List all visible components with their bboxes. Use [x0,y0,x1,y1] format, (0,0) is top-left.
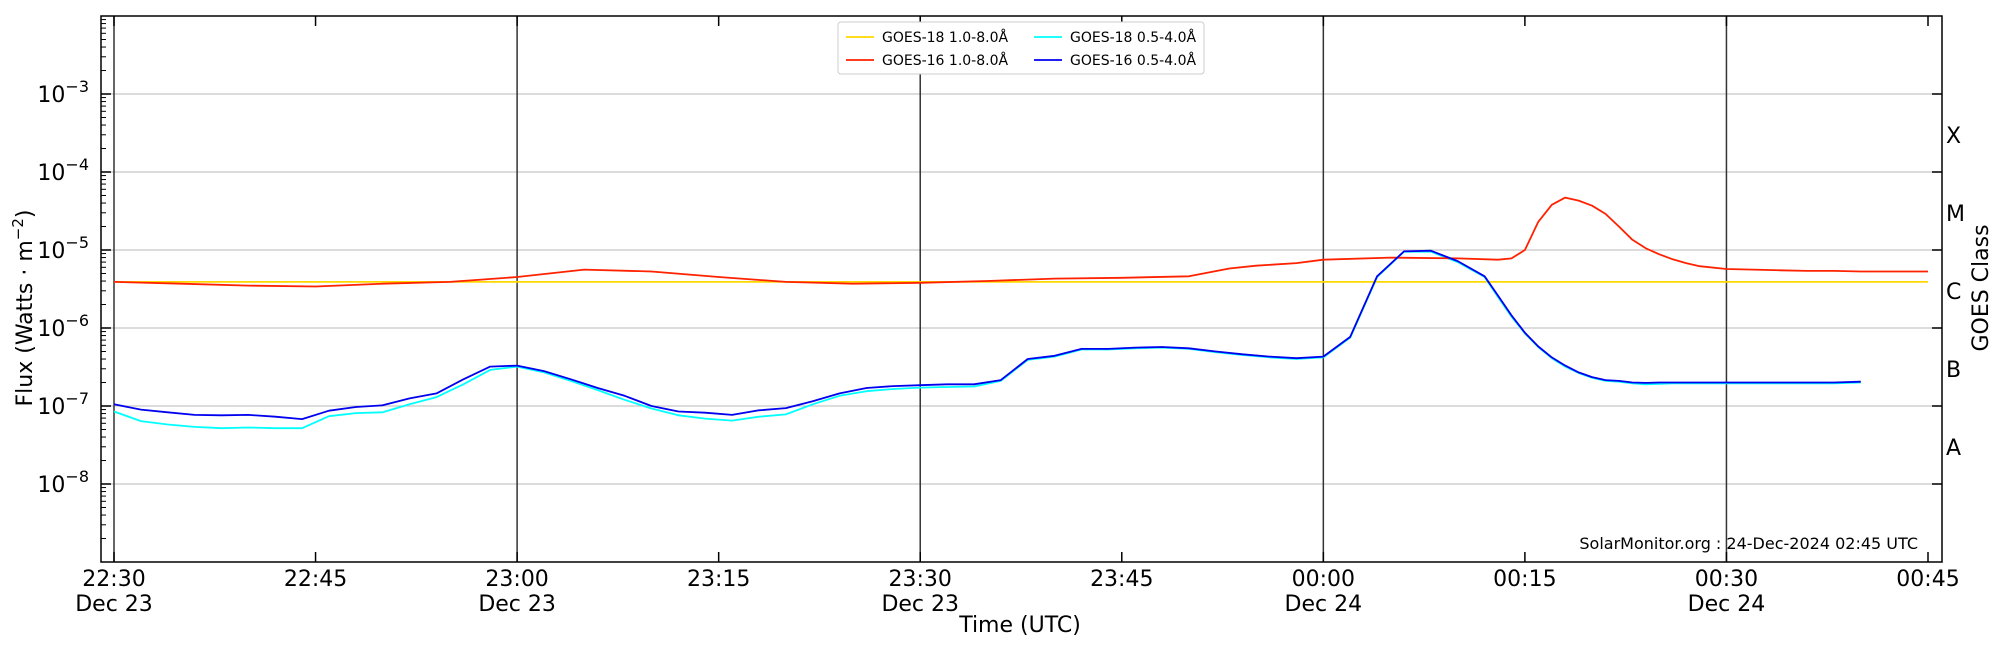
y-tick-label: 10−7 [37,389,89,420]
series-line-2 [113,250,1861,430]
goes-class-a: A [1946,436,1961,461]
x-tick-time-label: 22:45 [284,567,347,592]
x-tick-time-label: 00:00 [1292,567,1355,592]
x-tick-time-label: 23:30 [889,567,952,592]
x-tick-time-label: 23:45 [1090,567,1153,592]
credit-text: SolarMonitor.org : 24-Dec-2024 02:45 UTC [1579,534,1918,553]
y-axis-label: Flux (Watts · m−2) [9,210,38,407]
series-lines [113,196,1928,430]
legend-label: GOES-16 0.5-4.0Å [1070,52,1196,69]
y-tick-label: 10−3 [37,77,89,108]
y-tick-label: 10−4 [37,155,89,186]
x-tick-date-label: Dec 24 [1688,592,1766,617]
goes-class-b: B [1946,358,1961,383]
x-tick-time-label: 00:15 [1493,567,1556,592]
legend: GOES-18 1.0-8.0Å GOES-18 0.5-4.0Å GOES-16 … [837,21,1205,75]
y2-axis-label: GOES Class [1969,224,1994,351]
y-tick-label: 10−8 [37,467,89,498]
legend-box [837,21,1205,75]
x-axis-label: Time (UTC) [958,613,1081,638]
legend-label: GOES-18 1.0-8.0Å [882,29,1008,46]
goes-class-c: C [1946,280,1961,305]
y-axis-ticks: 10−8 10−7 10−6 10−5 10−4 10−3 [37,19,1942,540]
x-tick-time-label: 22:30 [82,567,145,592]
goes-class-labels: A B C M X [1946,124,1965,461]
grid-lines [101,93,1942,485]
legend-label: GOES-16 1.0-8.0Å [882,52,1008,69]
x-tick-time-label: 00:30 [1695,567,1758,592]
series-line-3 [113,196,1928,288]
x-tick-date-label: Dec 23 [478,592,556,617]
series-line-4 [113,249,1861,421]
y-tick-label: 10−5 [37,233,89,264]
x-tick-date-label: Dec 23 [881,592,959,617]
y-tick-label: 10−6 [37,311,89,342]
x-tick-time-label: 23:15 [687,567,750,592]
x-tick-time-label: 23:00 [485,567,548,592]
goes-class-m: M [1946,202,1965,227]
plot-frame [100,15,1943,563]
day-boundary-lines [113,16,1728,562]
goes-class-x: X [1946,124,1961,149]
legend-label: GOES-18 0.5-4.0Å [1070,29,1196,46]
x-tick-time-label: 00:45 [1896,567,1959,592]
x-tick-date-label: Dec 24 [1285,592,1363,617]
x-tick-date-label: Dec 23 [75,592,153,617]
